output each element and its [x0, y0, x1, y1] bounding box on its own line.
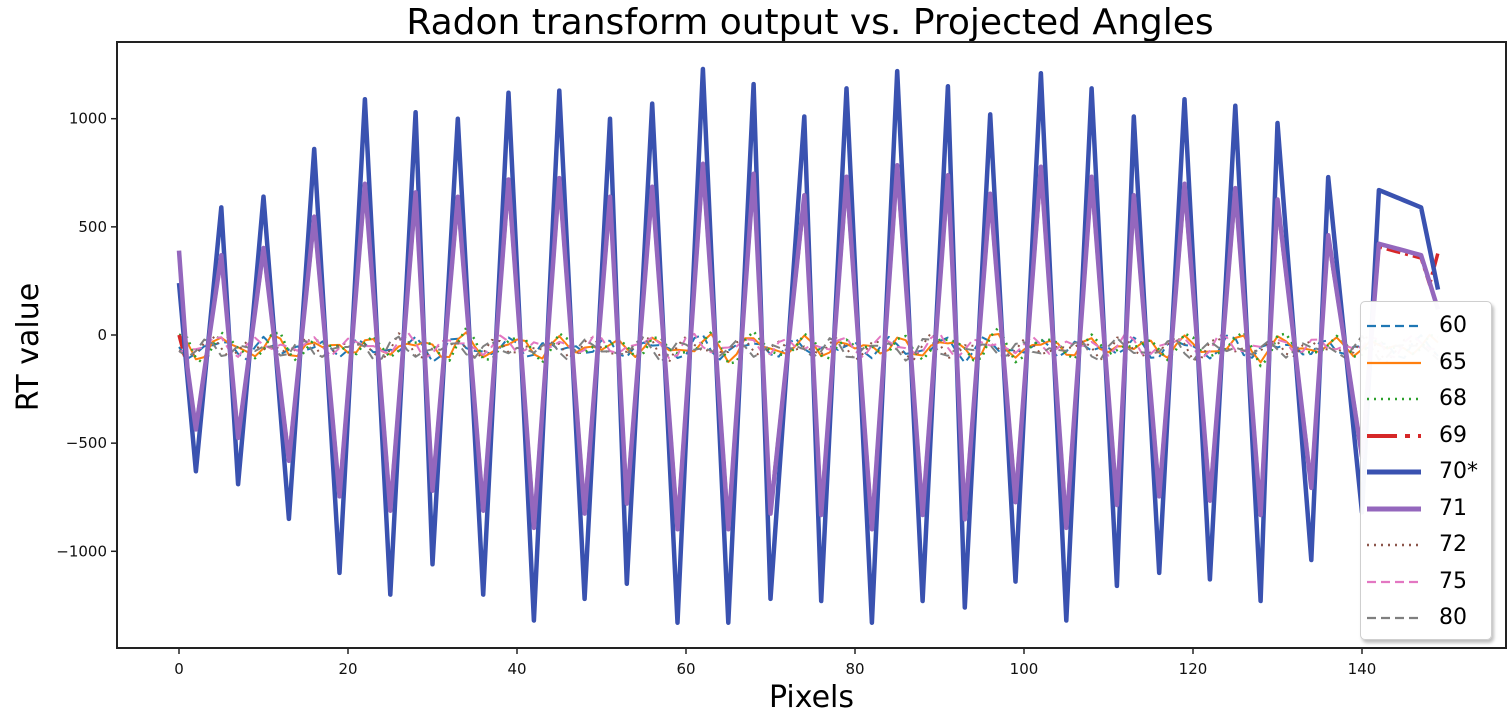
legend-label: 68: [1439, 386, 1467, 411]
legend-label: 65: [1439, 349, 1467, 375]
y-tick-label: −1000: [56, 542, 107, 560]
legend-item: 65: [1361, 345, 1491, 381]
legend-label: 75: [1439, 568, 1467, 594]
legend-swatch-icon: [1367, 580, 1421, 583]
y-tick-label: 1000: [69, 110, 107, 128]
legend-item: 60: [1361, 308, 1491, 344]
series-line-80: [178, 334, 1439, 364]
legend-item: 70*: [1361, 454, 1491, 490]
y-tick-label: −500: [66, 434, 107, 452]
legend-swatch-icon: [1367, 469, 1421, 475]
series-line-71: [176, 161, 1441, 532]
legend-label: 69: [1439, 422, 1467, 448]
legend-swatch-icon: [1367, 397, 1421, 401]
legend-item: 75: [1361, 564, 1491, 600]
x-axis-label: Pixels: [768, 680, 855, 715]
x-tick-label: 100: [1010, 660, 1039, 678]
legend: 60 65 68 69 70* 71 72 75 80: [1360, 301, 1492, 640]
legend-label: 80: [1439, 605, 1467, 630]
x-tick-label: 60: [676, 660, 695, 678]
series-line-72: [178, 331, 1439, 364]
x-tick-label: 20: [338, 660, 357, 678]
legend-swatch-icon: [1367, 324, 1421, 328]
legend-swatch-icon: [1367, 361, 1421, 364]
legend-label: 60: [1439, 313, 1467, 338]
legend-item: 69: [1361, 418, 1491, 454]
legend-swatch-icon: [1367, 543, 1421, 547]
legend-label: 71: [1439, 495, 1467, 521]
y-tick-label: 0: [97, 326, 107, 344]
x-tick-label: 80: [845, 660, 864, 678]
legend-item: 71: [1361, 491, 1491, 527]
legend-label: 72: [1439, 532, 1467, 557]
legend-item: 72: [1361, 527, 1491, 563]
x-tick-label: 140: [1348, 660, 1377, 678]
axes-frame: [116, 41, 1507, 649]
chart-title: Radon transform output vs. Projected Ang…: [406, 2, 1214, 43]
legend-swatch-icon: [1367, 433, 1421, 438]
x-tick-label: 40: [507, 660, 526, 678]
x-tick-label: 120: [1179, 660, 1208, 678]
legend-label: 70*: [1439, 459, 1478, 484]
y-axis-ticks: −1000 −500 0 500 1000: [56, 110, 117, 560]
x-tick-label: 0: [174, 660, 184, 678]
x-axis-ticks: 0 20 40 60 80 100 120 140: [174, 648, 1376, 678]
legend-item: 80: [1361, 600, 1491, 636]
series-layer: [176, 66, 1441, 625]
y-tick-label: 500: [78, 218, 107, 236]
legend-item: 68: [1361, 381, 1491, 417]
legend-swatch-icon: [1367, 506, 1421, 511]
legend-swatch-icon: [1367, 616, 1421, 620]
